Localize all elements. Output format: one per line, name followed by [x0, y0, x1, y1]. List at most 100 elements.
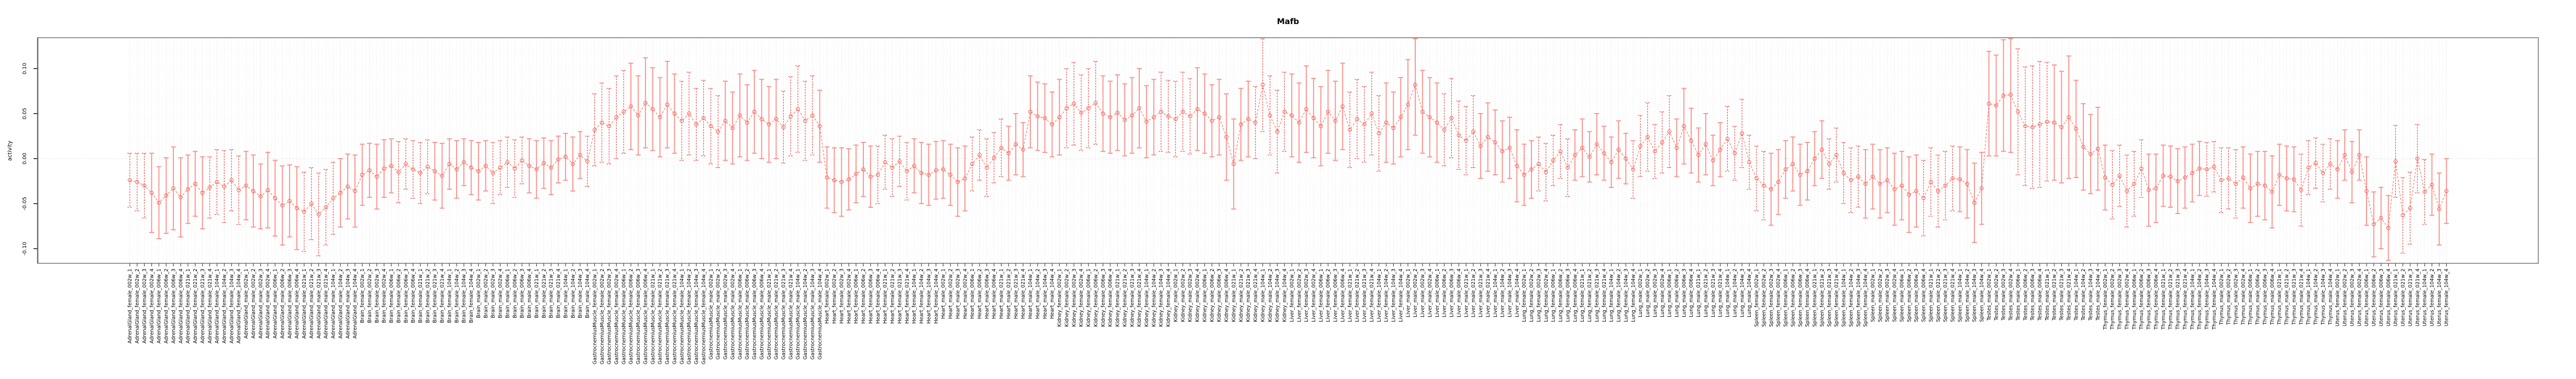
- data-point: [1624, 157, 1628, 161]
- data-point: [295, 206, 299, 210]
- x-tick-label: Thymus_male_104w_3: [2320, 269, 2326, 325]
- data-point: [1268, 113, 1272, 118]
- data-point: [1994, 103, 1998, 108]
- data-point: [868, 174, 873, 179]
- x-tick-label: Brain_female_006w_1: [389, 269, 395, 323]
- data-point: [2067, 115, 2071, 119]
- data-point: [483, 163, 488, 168]
- x-tick-label: Brain_female_021w_1: [418, 269, 424, 323]
- data-point: [367, 168, 372, 173]
- data-point: [309, 202, 314, 206]
- error-bar: [890, 138, 895, 197]
- x-tick-label: Lung_female_002w_4: [1544, 269, 1549, 322]
- error-bar: [1928, 147, 1934, 217]
- data-point: [1689, 138, 1693, 143]
- x-tick-label: Kidney_male_104w_2: [1268, 269, 1273, 322]
- x-tick-label: Lung_female_002w_3: [1536, 269, 1542, 322]
- data-point: [694, 122, 698, 127]
- trend-line: [129, 84, 2447, 229]
- x-tick-label: Brain_female_006w_3: [403, 269, 409, 323]
- error-bar: [1739, 98, 1745, 168]
- x-tick-label: GastrocnemiusMuscle_male_002w_2: [716, 269, 721, 360]
- error-bar: [1848, 147, 1853, 213]
- x-tick-label: Spleen_male_002w_1: [1870, 269, 1876, 322]
- data-point: [447, 162, 452, 166]
- x-tick-label: AdrenalGland_male_006w_3: [287, 269, 293, 339]
- error-bar: [846, 148, 851, 210]
- error-bar: [1986, 51, 1992, 157]
- data-point: [2132, 182, 2137, 186]
- error-bar: [1652, 124, 1658, 179]
- data-point: [1769, 187, 1773, 192]
- x-axis: AdrenalGland_female_002w_1 AdrenalGland_f…: [127, 263, 2450, 364]
- error-bar: [839, 147, 844, 217]
- error-bar: [135, 153, 140, 211]
- x-tick-label: Brain_male_021w_1: [534, 269, 540, 318]
- x-tick-label: Lung_male_002w_2: [1645, 269, 1651, 317]
- data-point: [2357, 153, 2362, 158]
- error-bar: [1347, 92, 1352, 168]
- error-bar: [1289, 73, 1294, 158]
- data-point: [1173, 117, 1178, 121]
- data-point: [360, 173, 364, 177]
- data-point: [1609, 160, 1614, 164]
- data-point: [999, 146, 1004, 150]
- error-bar: [824, 146, 830, 209]
- x-tick-label: Heart_female_002w_1: [825, 269, 830, 324]
- x-tick-label: Heart_female_104w_4: [934, 269, 939, 324]
- x-tick-label: Thymus_male_104w_4: [2328, 269, 2334, 325]
- error-bar: [2306, 140, 2311, 195]
- x-tick-label: Heart_male_021w_1: [999, 269, 1005, 319]
- data-point: [1711, 158, 1715, 163]
- x-tick-label: GastrocnemiusMuscle_male_006w_2: [745, 269, 750, 360]
- x-tick-label: Kidney_male_006w_4: [1224, 269, 1230, 322]
- x-tick-label: Kidney_female_006w_4: [1108, 269, 1114, 327]
- error-bar: [1703, 113, 1708, 175]
- error-bar: [1630, 140, 1636, 199]
- error-bar: [251, 154, 256, 228]
- error-bar: [280, 165, 285, 246]
- x-tick-label: AdrenalGland_female_021w_4: [207, 269, 213, 343]
- x-tick-label: Liver_male_104w_1: [1493, 269, 1498, 317]
- x-tick-label: Spleen_male_104w_1: [1957, 269, 1963, 322]
- x-tick-label: Liver_male_021w_2: [1471, 269, 1476, 317]
- gridlines: [38, 38, 2538, 263]
- x-tick-label: Testes_male_006w_4: [2037, 269, 2043, 321]
- data-point: [2292, 177, 2296, 182]
- x-tick-label: Thymus_male_021w_2: [2284, 269, 2290, 325]
- data-point: [1522, 173, 1526, 177]
- data-point: [1805, 169, 1809, 174]
- data-point: [599, 120, 604, 125]
- error-bar: [214, 149, 219, 215]
- x-tick-label: GastrocnemiusMuscle_male_006w_4: [759, 269, 765, 360]
- data-point: [1544, 170, 1548, 174]
- data-point: [1921, 196, 1926, 200]
- data-point: [346, 184, 350, 189]
- x-tick-label: Thymus_male_002w_3: [2234, 269, 2239, 325]
- error-bar: [897, 136, 902, 187]
- x-tick-label: Brain_female_104w_3: [461, 269, 467, 323]
- data-point: [934, 168, 938, 173]
- error-bar: [1623, 132, 1628, 185]
- x-tick-label: Brain_male_002w_4: [498, 269, 504, 318]
- x-tick-label: Liver_male_021w_4: [1485, 269, 1491, 317]
- data-point: [389, 163, 394, 168]
- data-point: [796, 107, 800, 112]
- data-point: [1471, 129, 1475, 134]
- x-tick-label: GastrocnemiusMuscle_female_006w_4: [643, 269, 649, 364]
- data-point: [1834, 153, 1839, 158]
- x-tick-label: Kidney_female_021w_3: [1129, 269, 1135, 327]
- x-tick-label: AdrenalGland_female_002w_2: [135, 269, 140, 343]
- data-point: [135, 180, 139, 184]
- x-tick-label: GastrocnemiusMuscle_male_021w_3: [781, 269, 787, 360]
- data-point: [2284, 176, 2289, 181]
- data-point: [687, 112, 691, 116]
- x-tick-label: Kidney_female_006w_1: [1086, 269, 1092, 327]
- data-point: [752, 109, 757, 114]
- data-point: [2320, 171, 2325, 175]
- error-bar: [1028, 75, 1033, 149]
- data-point: [186, 187, 190, 192]
- data-point: [571, 162, 575, 166]
- x-tick-label: Brain_female_021w_2: [425, 269, 431, 323]
- data-point: [462, 160, 466, 164]
